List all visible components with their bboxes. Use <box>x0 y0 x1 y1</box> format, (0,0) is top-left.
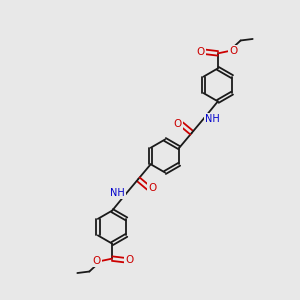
Text: O: O <box>229 46 238 56</box>
Text: O: O <box>196 47 205 57</box>
Text: O: O <box>125 255 134 265</box>
Text: NH: NH <box>206 114 220 124</box>
Text: O: O <box>92 256 101 266</box>
Text: O: O <box>173 119 182 129</box>
Text: O: O <box>148 183 157 193</box>
Text: NH: NH <box>110 188 124 198</box>
